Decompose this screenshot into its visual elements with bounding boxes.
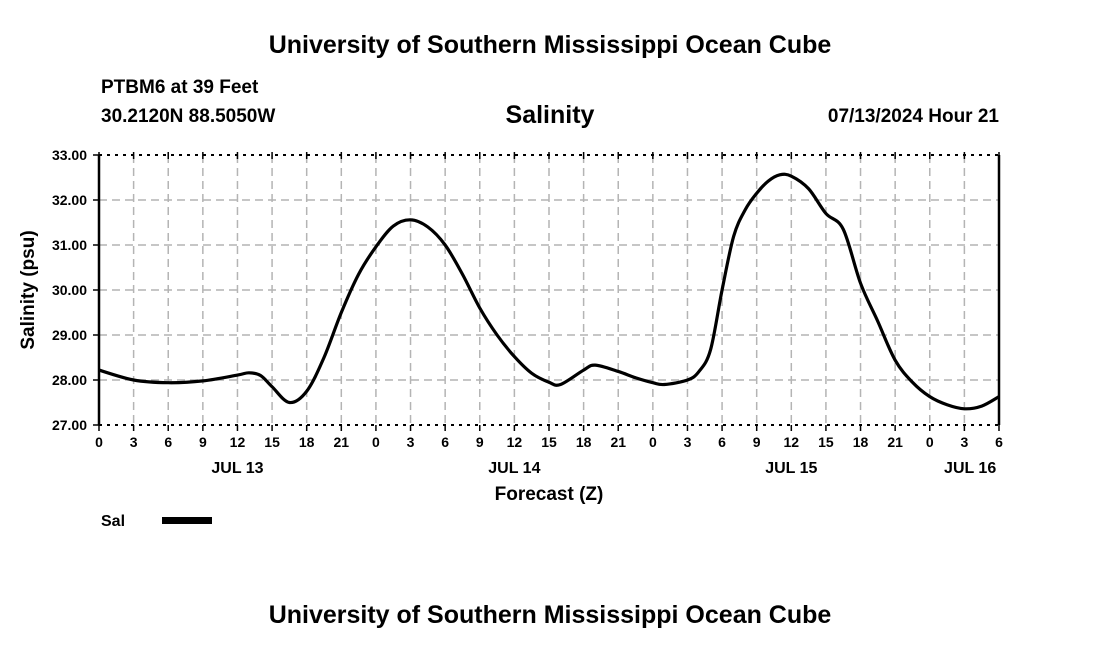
legend-label-sal: Sal xyxy=(101,513,125,530)
x-tick-label: 12 xyxy=(784,434,800,450)
x-tick-label: 21 xyxy=(887,434,903,450)
x-tick-label: 6 xyxy=(995,434,1003,450)
x-tick-label: 15 xyxy=(264,434,280,450)
y-tick-label: 29.00 xyxy=(52,327,87,343)
chart-title: Salinity xyxy=(505,101,595,129)
x-tick-label: 18 xyxy=(576,434,592,450)
y-tick-label: 32.00 xyxy=(52,192,87,208)
x-axis-label: Forecast (Z) xyxy=(495,484,604,505)
y-tick-label: 30.00 xyxy=(52,282,87,298)
station-label: PTBM6 at 39 Feet xyxy=(101,77,259,98)
x-tick-label: 9 xyxy=(753,434,761,450)
date-label: JUL 13 xyxy=(211,460,263,477)
main-title: University of Southern Mississippi Ocean… xyxy=(268,31,832,59)
x-tick-label: 15 xyxy=(818,434,834,450)
x-tick-label: 12 xyxy=(507,434,523,450)
x-tick-label: 15 xyxy=(541,434,557,450)
y-tick-label: 33.00 xyxy=(52,147,87,163)
y-tick-label: 28.00 xyxy=(52,372,87,388)
date-label: JUL 14 xyxy=(488,460,540,477)
date-label: JUL 15 xyxy=(765,460,817,477)
x-tick-label: 6 xyxy=(718,434,726,450)
date-label: JUL 16 xyxy=(944,460,996,477)
x-tick-label: 18 xyxy=(299,434,315,450)
y-tick-label: 27.00 xyxy=(52,417,87,433)
x-tick-label: 0 xyxy=(372,434,380,450)
x-tick-label: 6 xyxy=(441,434,449,450)
x-tick-label: 21 xyxy=(610,434,626,450)
x-tick-label: 3 xyxy=(684,434,692,450)
legend-swatch-sal xyxy=(162,517,212,524)
x-tick-label: 6 xyxy=(164,434,172,450)
x-tick-label: 0 xyxy=(95,434,103,450)
y-tick-label: 31.00 xyxy=(52,237,87,253)
x-tick-label: 12 xyxy=(230,434,246,450)
x-tick-label: 9 xyxy=(476,434,484,450)
tick-labels: 0 3 6 9 12 15 18 21 0 3 6 9 12 15 18 21 0 3 6 9 12 15 18 21 0 3 6 2… xyxy=(52,147,1003,477)
legend: Sal xyxy=(101,513,212,530)
forecast-datetime: 07/13/2024 Hour 21 xyxy=(827,106,999,127)
x-tick-label: 9 xyxy=(199,434,207,450)
x-tick-label: 3 xyxy=(960,434,968,450)
x-tick-label: 3 xyxy=(407,434,415,450)
x-tick-label: 0 xyxy=(649,434,657,450)
footer-title: University of Southern Mississippi Ocean… xyxy=(268,601,832,629)
x-tick-label: 21 xyxy=(334,434,350,450)
series xyxy=(98,172,1000,411)
x-tick-label: 3 xyxy=(130,434,138,450)
station-coordinates: 30.2120N 88.5050W xyxy=(101,106,276,127)
x-tick-label: 0 xyxy=(926,434,934,450)
y-axis-label: Salinity (psu) xyxy=(18,230,39,349)
x-tick-label: 18 xyxy=(853,434,869,450)
axes xyxy=(93,152,1001,431)
